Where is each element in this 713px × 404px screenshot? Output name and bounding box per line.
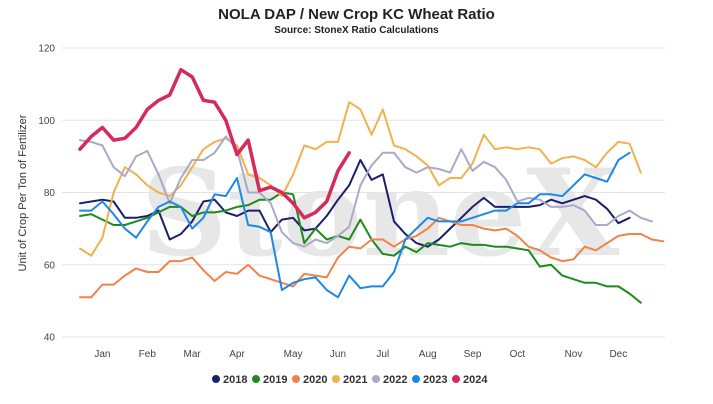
legend-marker-2023 [412,375,420,383]
legend-marker-2018 [212,375,220,383]
watermark: StoneX [141,143,620,284]
x-tick-label: Jul [376,349,389,360]
legend-marker-2021 [332,375,340,383]
legend-label: 2022 [383,374,407,386]
x-tick-label: Dec [609,349,627,360]
legend-marker-2019 [252,375,260,383]
y-axis-title: Unit of Crop Per Ton of Fertilizer [17,114,29,271]
legend-marker-2020 [292,375,300,383]
chart-title: NOLA DAP / New Crop KC Wheat Ratio [218,6,495,23]
y-tick-label: 100 [38,116,55,127]
x-tick-label: May [284,349,303,360]
y-tick-label: 60 [44,260,56,271]
series-line-2024 [78,67,351,220]
series-line-2019 [79,191,642,304]
series-lines [78,67,665,304]
legend-marker-2024 [452,375,460,383]
x-tick-label: Mar [184,349,202,360]
series-line-2023 [79,151,631,299]
legend-label: 2021 [343,374,367,386]
x-tick-label: Aug [419,349,437,360]
x-tick-label: Nov [565,349,583,360]
legend-label: 2019 [263,374,287,386]
series-line-2018 [79,159,631,248]
chart-subtitle: Source: StoneX Ratio Calculations [274,25,439,36]
series-line-2020 [79,216,665,299]
legend-label: 2024 [463,374,488,386]
gridlines [62,47,665,338]
y-tick-label: 120 [38,44,55,55]
x-tick-label: Jun [330,349,346,360]
x-tick-label: Feb [139,349,157,360]
legend-label: 2023 [423,374,447,386]
y-tick-label: 40 [44,333,56,344]
y-tick-label: 80 [44,188,56,199]
x-tick-label: Sep [464,349,482,360]
x-tick-label: Jan [94,349,110,360]
legend-label: 2018 [223,374,247,386]
x-tick-label: Apr [229,349,245,360]
x-axis-ticks: Jan Feb Mar Apr May Jun Jul Aug Sep Oct Nov Dec [94,349,627,360]
legend-marker-2022 [372,375,380,383]
x-tick-label: Oct [510,349,526,360]
y-axis-ticks: 40 60 80 100 120 [38,44,55,344]
series-line-2022 [79,135,653,248]
legend: 2018 2019 2020 2021 2022 2023 2024 [212,374,488,386]
legend-label: 2020 [303,374,327,386]
